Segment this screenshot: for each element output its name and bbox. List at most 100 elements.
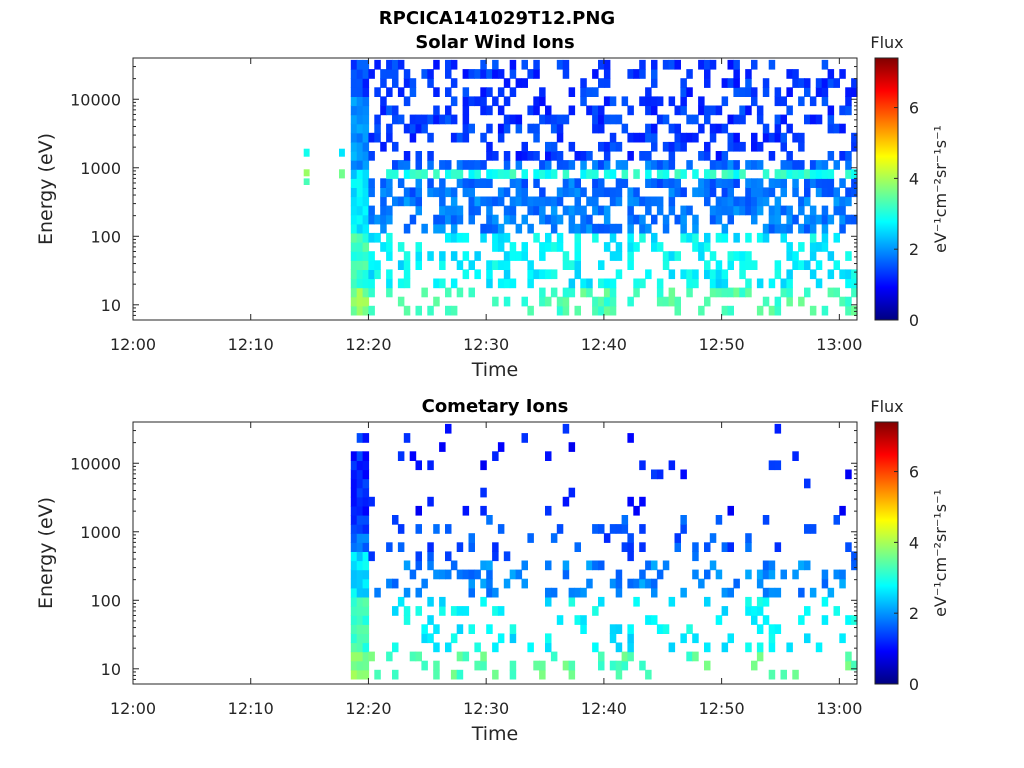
spectrogram-cell [598,296,605,307]
spectrogram-cell [798,96,805,107]
spectrogram-cell [592,642,599,653]
spectrogram-cell [550,242,558,252]
spectrogram-cell [462,251,470,261]
spectrogram-cell [603,114,611,125]
spectrogram-cell [686,69,693,79]
spectrogram-cell [586,169,593,179]
spectrogram-cell [704,196,711,207]
spectrogram-cell [798,78,805,88]
spectrogram-cell [656,205,664,216]
spectrogram-cell [492,223,499,234]
spectrogram-cell [680,633,687,644]
spectrogram-cell [386,169,393,179]
spectrogram-cell [821,78,829,88]
spectrogram-cell [545,451,552,461]
spectrogram-cell [721,642,729,653]
spectrogram-cell [815,214,823,225]
spectrogram-cell [362,460,370,471]
spectrogram-cell [698,59,705,70]
spectrogram-cell [745,196,752,207]
spectrogram-cell [356,132,364,143]
spectrogram-cell [362,642,370,653]
spectrogram-cell [733,205,740,216]
spectrogram-cell [386,278,393,289]
spectrogram-cell [768,151,776,161]
spectrogram-cell [492,587,499,598]
spectrogram-cell [709,123,717,134]
spectrogram-cell [615,587,623,598]
spectrogram-cell [745,642,752,653]
spectrogram-cell [733,251,740,261]
spectrogram-cell [627,551,634,562]
spectrogram-cell [709,105,717,116]
spectrogram-cell [827,105,835,116]
spectrogram-cell [615,524,623,534]
spectrogram-cell [627,642,634,653]
spectrogram-cell [851,660,858,671]
spectrogram-cell [692,269,699,280]
spectrogram-cell [709,187,717,198]
spectrogram-cell [639,278,646,289]
spectrogram-cell [598,187,605,198]
spectrogram-cell [692,569,699,580]
spectrogram-cell [727,59,734,70]
spectrogram-cell [833,205,840,216]
spectrogram-cell [556,160,564,170]
spectrogram-cell [350,169,358,179]
spectrogram-cell [462,232,470,243]
spectrogram-cell [462,114,470,125]
spectrogram-cell [480,596,487,607]
spectrogram-cell [686,287,693,298]
spectrogram-cell [574,260,581,270]
spectrogram-cell [468,533,475,543]
spectrogram-cell [356,633,364,644]
spectrogram-cell [645,178,652,188]
spectrogram-cell [468,260,475,270]
spectrogram-cell [509,59,517,70]
spectrogram-cell [680,169,687,179]
spectrogram-cell [356,487,364,498]
spectrogram-cell [662,624,670,634]
spectrogram-cell [745,205,752,216]
spectrogram-cell [633,287,640,298]
spectrogram-cell [704,69,711,79]
spectrogram-cell [580,214,587,225]
spectrogram-cell [480,105,487,116]
spectrogram-cell [651,105,658,116]
spectrogram-cell [845,187,852,198]
spectrogram-cell [509,169,517,179]
spectrogram-cell [474,96,481,107]
spectrogram-cell [615,251,623,261]
spectrogram-cell [745,69,752,79]
spectrogram-cell [380,141,387,152]
spectrogram-cell [733,178,740,188]
spectrogram-cell [827,178,835,188]
spectrogram-cell [503,151,511,161]
spectrogram-cell [598,560,605,571]
spectrogram-cell [380,242,387,252]
spectrogram-cell [356,105,364,116]
spectrogram-cell [804,478,811,489]
spectrogram-cell [539,196,546,207]
spectrogram-cell [392,78,399,88]
spectrogram-cell [545,242,552,252]
spectrogram-cell [639,524,646,534]
spectrogram-cell [521,214,528,225]
spectrogram-cell [674,305,681,316]
spectrogram-cell [774,87,782,97]
spectrogram-cell [804,196,811,207]
colorbar [874,57,899,321]
spectrogram-cell [515,251,523,261]
spectrogram-cell [698,242,705,252]
spectrogram-cell [603,69,611,79]
spectrogram-cell [456,169,464,179]
spectrogram-cell [468,123,475,134]
spectrogram-cell [415,560,422,571]
spectrogram-cell [615,242,623,252]
spectrogram-cell [845,305,852,316]
spectrogram-cell [486,569,493,580]
spectrogram-cell [851,305,858,316]
spectrogram-cell [715,615,723,625]
spectrogram-cell [415,587,422,598]
spectrogram-cell [492,242,499,252]
